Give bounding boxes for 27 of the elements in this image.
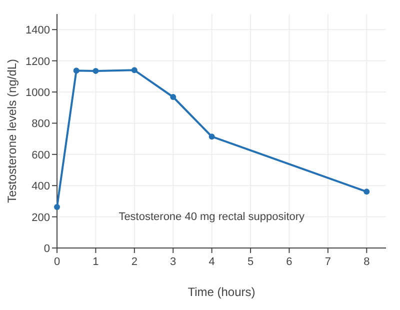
point	[73, 68, 80, 74]
x-tick-label: 1	[92, 256, 99, 268]
y-tick-label: 1200	[26, 56, 50, 68]
point	[131, 67, 138, 74]
point	[54, 204, 60, 210]
x-tick-label: 4	[208, 256, 215, 268]
x-tick-label: 6	[286, 256, 292, 268]
x-tick-label: 7	[324, 256, 332, 268]
y-tick-label: 400	[32, 180, 50, 193]
point	[170, 94, 176, 100]
x-tick-label: 5	[247, 256, 254, 268]
y-tick-label: 600	[32, 149, 50, 162]
point	[92, 68, 99, 74]
x-tick-label: 2	[131, 256, 138, 268]
x-axis-title: Time (hours)	[188, 285, 256, 299]
x-tick-label: 8	[364, 256, 370, 268]
point	[208, 134, 215, 140]
y-tick-label: 1000	[26, 87, 50, 99]
x-tick-label: 0	[54, 256, 60, 268]
annotation: Testosterone 40 mg rectal suppository	[118, 211, 306, 223]
y-tick-label: 0	[44, 243, 50, 255]
y-tick-label: 200	[32, 212, 50, 224]
x-tick-label: 3	[170, 256, 176, 268]
point	[364, 188, 370, 195]
y-tick-label: 800	[32, 118, 50, 130]
y-axis-title: Testosterone levels (ng/dL)	[5, 58, 19, 204]
y-tick-label: 1400	[26, 24, 50, 37]
